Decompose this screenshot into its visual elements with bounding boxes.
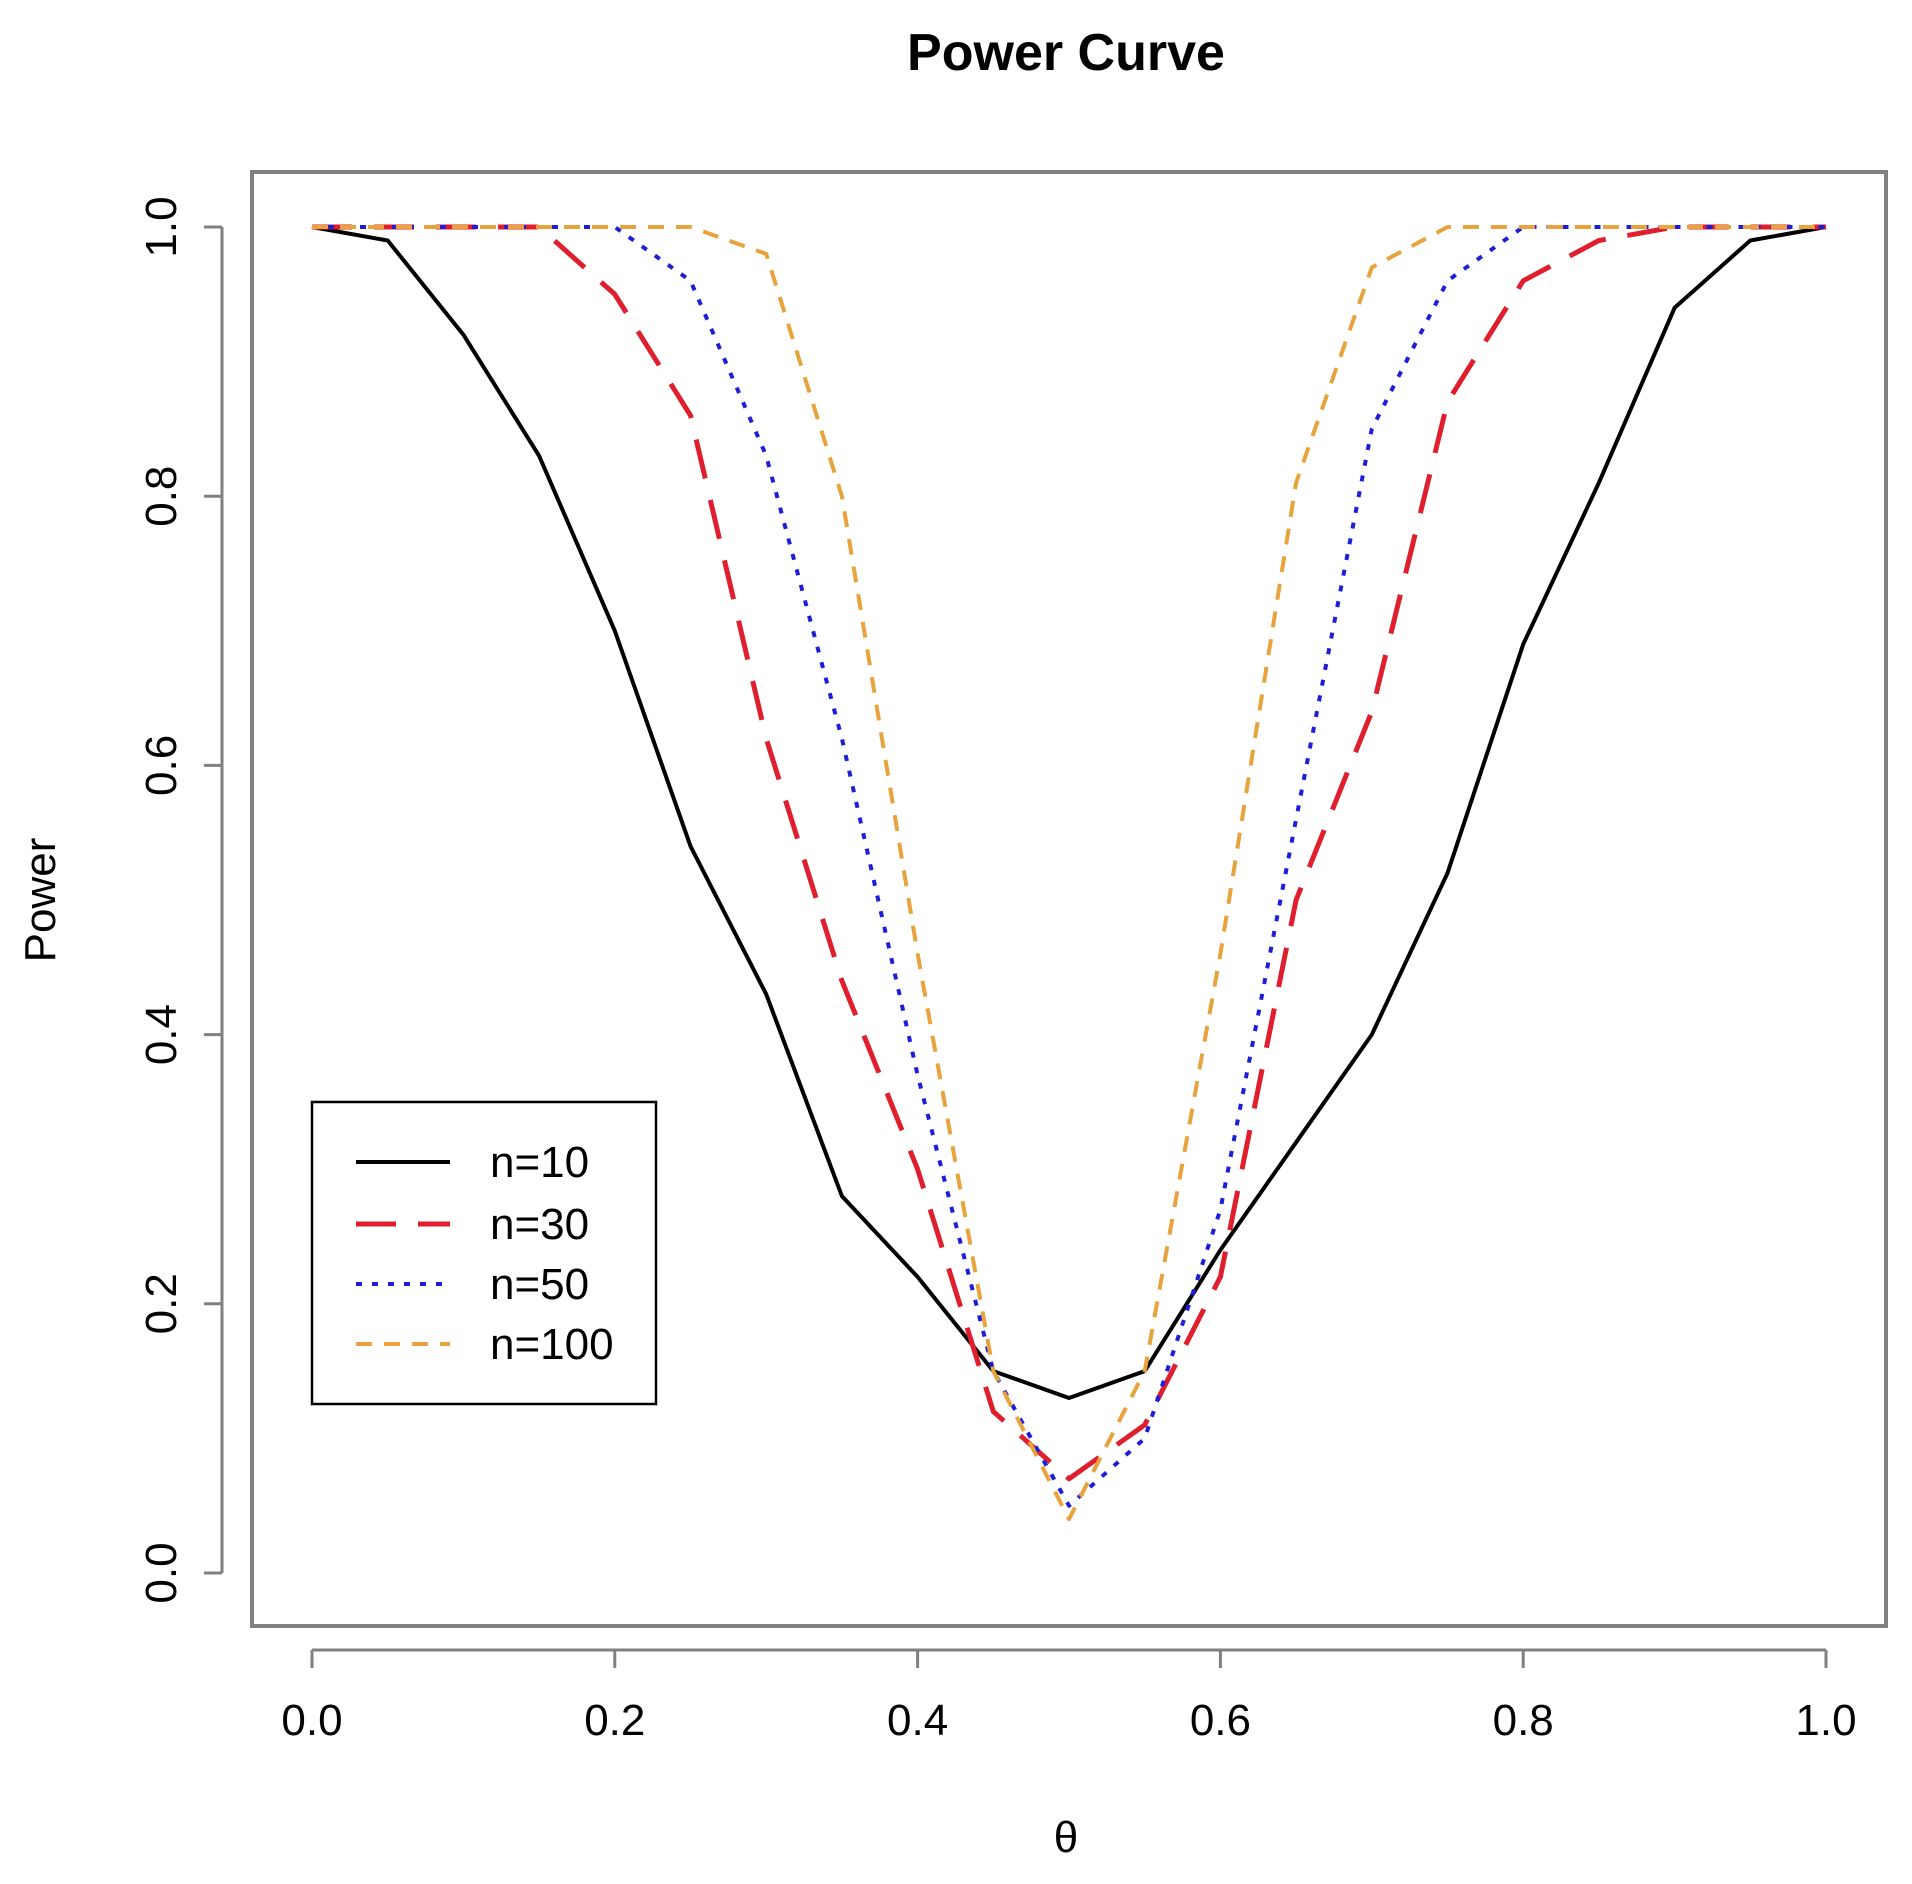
legend-label: n=30 xyxy=(490,1200,589,1249)
x-tick-label: 0.8 xyxy=(1493,1696,1554,1745)
chart-title: Power Curve xyxy=(907,24,1225,82)
x-tick-label: 0.0 xyxy=(281,1696,342,1745)
y-tick-label: 0.6 xyxy=(137,735,186,796)
series-line-n-30 xyxy=(312,224,1826,1482)
series-line-n-50 xyxy=(312,225,1826,1508)
legend-label: n=100 xyxy=(490,1320,614,1369)
x-axis: 0.0 0.2 0.4 0.6 0.8 1.0 xyxy=(281,1648,1857,1745)
y-axis-label: Power xyxy=(16,838,65,963)
y-tick-label: 1.0 xyxy=(137,196,186,257)
x-tick-label: 1.0 xyxy=(1795,1696,1856,1745)
x-tick-label: 0.4 xyxy=(887,1696,948,1745)
y-axis: 0.0 0.2 0.4 0.6 0.8 1.0 xyxy=(137,196,224,1604)
legend-label: n=10 xyxy=(490,1138,589,1187)
plot-frame xyxy=(250,170,1888,1628)
y-tick-label: 0.2 xyxy=(137,1273,186,1334)
series-line-n-10 xyxy=(311,225,1827,1400)
series-line-n-100 xyxy=(312,225,1826,1522)
legend: n=10 n=30 n=50 n=100 xyxy=(310,1100,658,1406)
y-tick-label: 0.0 xyxy=(137,1542,186,1603)
legend-box xyxy=(310,1100,658,1406)
x-tick-label: 0.6 xyxy=(1190,1696,1251,1745)
x-tick-label: 0.2 xyxy=(584,1696,645,1745)
legend-label: n=50 xyxy=(490,1260,589,1309)
x-axis-label: θ xyxy=(1054,1813,1078,1862)
y-tick-label: 0.4 xyxy=(137,1004,186,1065)
y-tick-label: 0.8 xyxy=(137,466,186,527)
series-layer xyxy=(311,224,1827,1522)
